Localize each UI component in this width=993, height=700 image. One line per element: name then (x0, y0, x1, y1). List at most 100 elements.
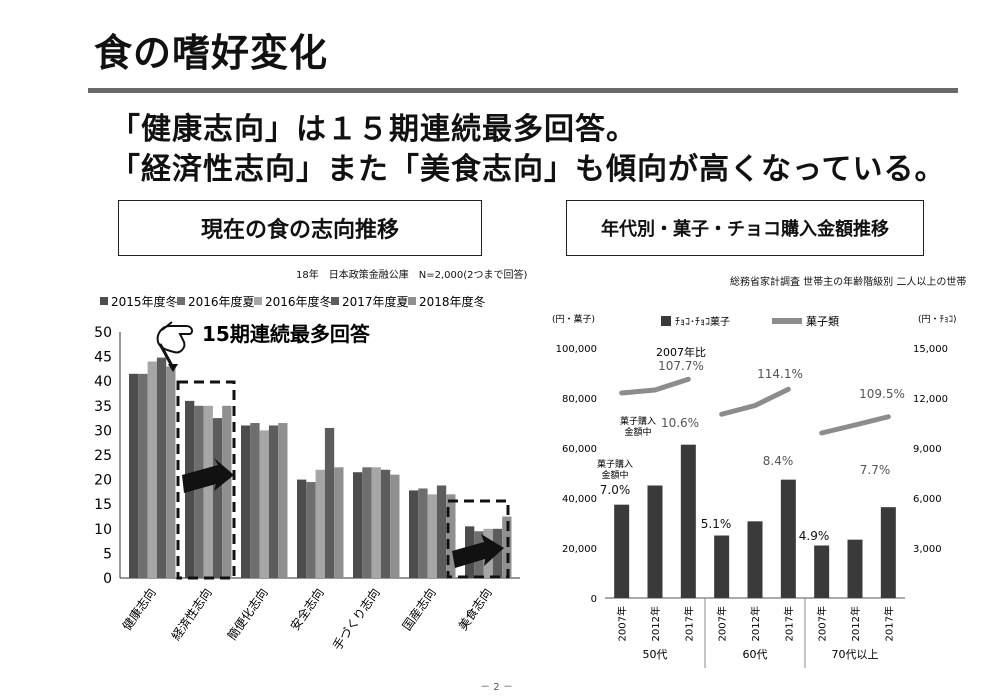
y-tick-label: 10 (94, 522, 112, 538)
legend-swatch (177, 297, 185, 305)
right-chart-source: 総務省家計調査 世帯主の年齢階級別 二人以上の世帯 (730, 277, 967, 288)
bar (362, 467, 372, 578)
bar (390, 474, 400, 578)
legend-label: 2018年度冬 (419, 294, 486, 309)
pointing-hand-icon (156, 321, 194, 372)
title-divider (88, 88, 958, 93)
left-y-tick-label: 60,000 (562, 444, 597, 455)
arrow-up-right-icon (452, 534, 504, 568)
right-axis-unit: (円・ﾁｮｺ) (918, 314, 957, 325)
legend-swatch (100, 297, 108, 305)
page-title: 食の嗜好変化 (94, 31, 329, 75)
x-category-label: 安全志向 (287, 585, 327, 633)
y-tick-label: 20 (94, 473, 112, 489)
legend-swatch (408, 297, 416, 305)
bar (222, 405, 232, 578)
x-category-label: 2007年 (816, 606, 829, 641)
legend-label: 2017年度夏 (342, 294, 409, 309)
x-category-label: 手づくり志向 (329, 585, 383, 653)
x-category-label: 2017年 (682, 606, 695, 641)
legend-swatch (661, 316, 671, 326)
bar-pct-label: 7.7% (860, 463, 891, 477)
bar-pct-label: 5.1% (701, 517, 732, 531)
legend-label: 2015年度冬 (111, 294, 178, 309)
bar (780, 479, 796, 598)
bar (880, 507, 896, 598)
bar-annotation-lead: 金額中 (624, 426, 651, 438)
bar (747, 521, 763, 598)
line-segment (719, 386, 791, 417)
line-pct-label: 114.1% (757, 367, 803, 381)
left-annotation: 15期連続最多回答 (202, 322, 371, 346)
bar (814, 545, 830, 598)
y-tick-label: 50 (94, 325, 112, 341)
bar (334, 467, 344, 578)
bar (241, 425, 251, 578)
legend-swatch (254, 297, 262, 305)
bar (847, 539, 863, 598)
legend-label: ﾁｮｺ･ﾁｮｺ菓子 (675, 316, 730, 328)
y-tick-label: 15 (94, 497, 112, 513)
page-number: － 2 － (480, 682, 513, 693)
bar (129, 373, 139, 578)
right-chart-title: 年代別・菓子・チョコ購入金額推移 (601, 219, 889, 240)
right-chart-title-box: 年代別・菓子・チョコ購入金額推移 (566, 200, 924, 256)
x-category-label: 2007年 (616, 606, 629, 641)
x-category-label: 2017年 (782, 606, 795, 641)
left-axis-unit: (円・菓子) (552, 313, 595, 325)
y-tick-label: 30 (94, 423, 112, 439)
age-group-label: 60代 (743, 648, 768, 661)
headline-line-2: 「経済性志向」また「美食志向」も傾向が高くなっている。 (110, 152, 946, 187)
bar-annotation-lead: 金額中 (601, 469, 628, 481)
left-y-tick-label: 100,000 (556, 344, 597, 355)
bar (297, 479, 307, 578)
headline-line-1: 「健康志向」は１５期連続最多回答。 (110, 112, 637, 147)
y-tick-label: 35 (94, 399, 112, 415)
bar (138, 373, 148, 578)
age-group-label: 70代以上 (832, 648, 879, 661)
bar (203, 405, 213, 578)
x-category-label: 2012年 (649, 606, 662, 641)
bar (324, 427, 335, 578)
bar (380, 469, 391, 578)
right-y-tick-label: 12,000 (913, 394, 948, 405)
bar-pct-label: 7.0% (600, 483, 631, 497)
bar (250, 423, 260, 578)
y-tick-label: 45 (94, 350, 112, 366)
bar (427, 494, 437, 578)
left-chart-source: 18年 日本政策金融公庫 N=2,000(2つまで回答) (296, 270, 528, 281)
line-segment (819, 414, 891, 436)
bar (647, 485, 663, 598)
y-tick-label: 5 (103, 546, 112, 562)
bar (714, 535, 730, 598)
arrow-up-right-icon (182, 458, 234, 493)
bar (156, 357, 167, 578)
x-category-label: 健康志向 (119, 585, 159, 633)
right-y-tick-label: 9,000 (913, 444, 942, 455)
bar (680, 444, 696, 598)
age-group-label: 50代 (643, 648, 668, 661)
bar-annotation-lead: 菓子購入 (597, 458, 633, 470)
legend-swatch (331, 297, 339, 305)
bar (278, 423, 288, 578)
bar (166, 366, 176, 578)
left-y-tick-label: 20,000 (562, 544, 597, 555)
line-annotation-lead: 2007年比 (656, 345, 706, 359)
y-tick-label: 40 (94, 374, 112, 390)
bar (212, 418, 223, 578)
bar-pct-label: 4.9% (799, 529, 830, 543)
left-chart-title-box: 現在の食の志向推移 (118, 200, 482, 256)
x-category-label: 美食志向 (455, 585, 495, 633)
bar (147, 361, 157, 578)
line-segment (619, 376, 691, 396)
right-y-tick-label: 3,000 (913, 544, 942, 555)
bar (502, 516, 512, 578)
right-y-tick-label: 6,000 (913, 494, 942, 505)
left-chart-title: 現在の食の志向推移 (200, 218, 399, 243)
bar (446, 494, 456, 578)
left-y-tick-label: 40,000 (562, 494, 597, 505)
bar (353, 472, 363, 578)
bar (614, 504, 630, 598)
x-category-label: 2012年 (749, 606, 762, 641)
legend-label: 菓子類 (806, 315, 839, 328)
